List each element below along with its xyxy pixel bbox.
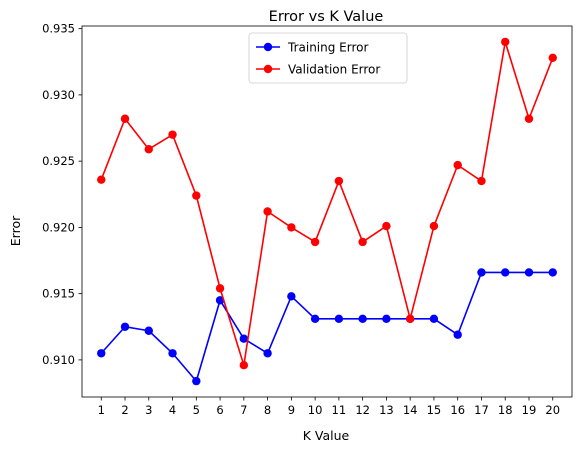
validation-error-point bbox=[215, 284, 225, 293]
training-error-point bbox=[97, 349, 106, 358]
validation-error-point bbox=[334, 176, 344, 186]
legend-label-training-error: Training Error bbox=[287, 41, 368, 55]
legend-marker-training-error bbox=[263, 42, 273, 52]
y-tick-label: 0.920 bbox=[42, 220, 75, 234]
training-error-point bbox=[287, 292, 296, 301]
validation-error-point bbox=[524, 114, 534, 123]
y-tick-label: 0.925 bbox=[42, 154, 75, 168]
training-error-point bbox=[168, 349, 177, 358]
training-error-line bbox=[100, 271, 553, 382]
x-tick-label: 2 bbox=[121, 403, 128, 417]
validation-error-point bbox=[239, 361, 249, 370]
x-tick-label: 15 bbox=[427, 403, 442, 417]
x-axis-label: K Value bbox=[303, 428, 350, 443]
validation-error-point bbox=[501, 37, 510, 47]
validation-error-point bbox=[287, 223, 296, 232]
training-error-point bbox=[453, 330, 462, 339]
training-error-point bbox=[548, 268, 557, 277]
y-axis-ticks: 0.910 0.915 0.920 0.925 0.930 0.935 bbox=[42, 22, 82, 367]
training-error-point bbox=[192, 376, 201, 386]
x-tick-label: 14 bbox=[403, 403, 418, 417]
validation-error-point bbox=[429, 221, 439, 231]
plot-area bbox=[81, 25, 573, 398]
validation-error-point bbox=[168, 130, 177, 139]
axes-frame bbox=[81, 25, 573, 398]
training-error-point bbox=[501, 268, 510, 277]
series-layer bbox=[97, 37, 557, 386]
legend-label-validation-error: Validation Error bbox=[288, 63, 380, 77]
x-axis-ticks: 1 2 3 4 5 6 7 8 9 10 11 12 13 14 15 16 17 18 19 20 bbox=[98, 397, 560, 417]
legend-item-validation-error: Validation Error bbox=[256, 63, 380, 77]
training-error-point bbox=[263, 349, 272, 358]
validation-error-point bbox=[382, 221, 391, 231]
x-tick-label: 12 bbox=[355, 403, 370, 417]
x-tick-label: 17 bbox=[474, 403, 489, 417]
y-tick-label: 0.910 bbox=[42, 353, 75, 367]
validation-error-point bbox=[144, 145, 153, 154]
training-error-point bbox=[215, 296, 225, 305]
validation-error-series bbox=[97, 37, 557, 370]
validation-error-point bbox=[120, 114, 130, 123]
x-tick-label: 6 bbox=[216, 403, 223, 417]
validation-error-line bbox=[100, 41, 554, 367]
training-error-point bbox=[358, 314, 367, 324]
x-tick-label: 13 bbox=[379, 403, 394, 417]
x-tick-label: 4 bbox=[169, 403, 176, 417]
training-error-point bbox=[239, 334, 249, 343]
training-error-point bbox=[477, 268, 486, 277]
x-tick-label: 3 bbox=[145, 403, 152, 417]
x-tick-label: 20 bbox=[545, 403, 560, 417]
x-tick-label: 5 bbox=[193, 403, 200, 417]
training-error-point bbox=[144, 326, 153, 335]
legend: Training Error Validation Error bbox=[248, 32, 408, 84]
validation-error-point bbox=[548, 53, 557, 62]
validation-error-point bbox=[192, 191, 201, 200]
x-tick-label: 19 bbox=[522, 403, 537, 417]
validation-error-point bbox=[453, 160, 462, 170]
legend-marker-validation-error bbox=[263, 64, 273, 74]
training-error-point bbox=[120, 322, 130, 331]
validation-error-point bbox=[405, 314, 415, 324]
x-tick-label: 16 bbox=[450, 403, 465, 417]
x-tick-label: 10 bbox=[308, 403, 323, 417]
x-tick-label: 1 bbox=[98, 403, 105, 417]
training-error-point bbox=[334, 314, 344, 324]
x-tick-label: 18 bbox=[498, 403, 513, 417]
training-error-point bbox=[429, 314, 439, 324]
validation-error-point bbox=[263, 207, 272, 216]
validation-error-point bbox=[97, 175, 106, 184]
legend-box bbox=[248, 32, 408, 84]
validation-error-point bbox=[358, 237, 367, 247]
validation-error-point bbox=[310, 237, 320, 247]
chart-title: Error vs K Value bbox=[269, 9, 384, 25]
training-error-point bbox=[524, 268, 534, 277]
validation-error-point bbox=[477, 176, 486, 186]
x-tick-label: 7 bbox=[240, 403, 247, 417]
x-tick-label: 8 bbox=[264, 403, 271, 417]
y-axis-label: Error bbox=[8, 215, 23, 246]
x-tick-label: 11 bbox=[332, 403, 347, 417]
training-error-point bbox=[382, 314, 391, 324]
legend-item-training-error: Training Error bbox=[256, 41, 368, 55]
x-tick-label: 9 bbox=[288, 403, 295, 417]
y-tick-label: 0.930 bbox=[42, 88, 75, 102]
y-tick-label: 0.915 bbox=[42, 287, 75, 301]
y-tick-label: 0.935 bbox=[42, 22, 75, 36]
training-error-series bbox=[97, 268, 557, 386]
training-error-point bbox=[310, 314, 320, 324]
